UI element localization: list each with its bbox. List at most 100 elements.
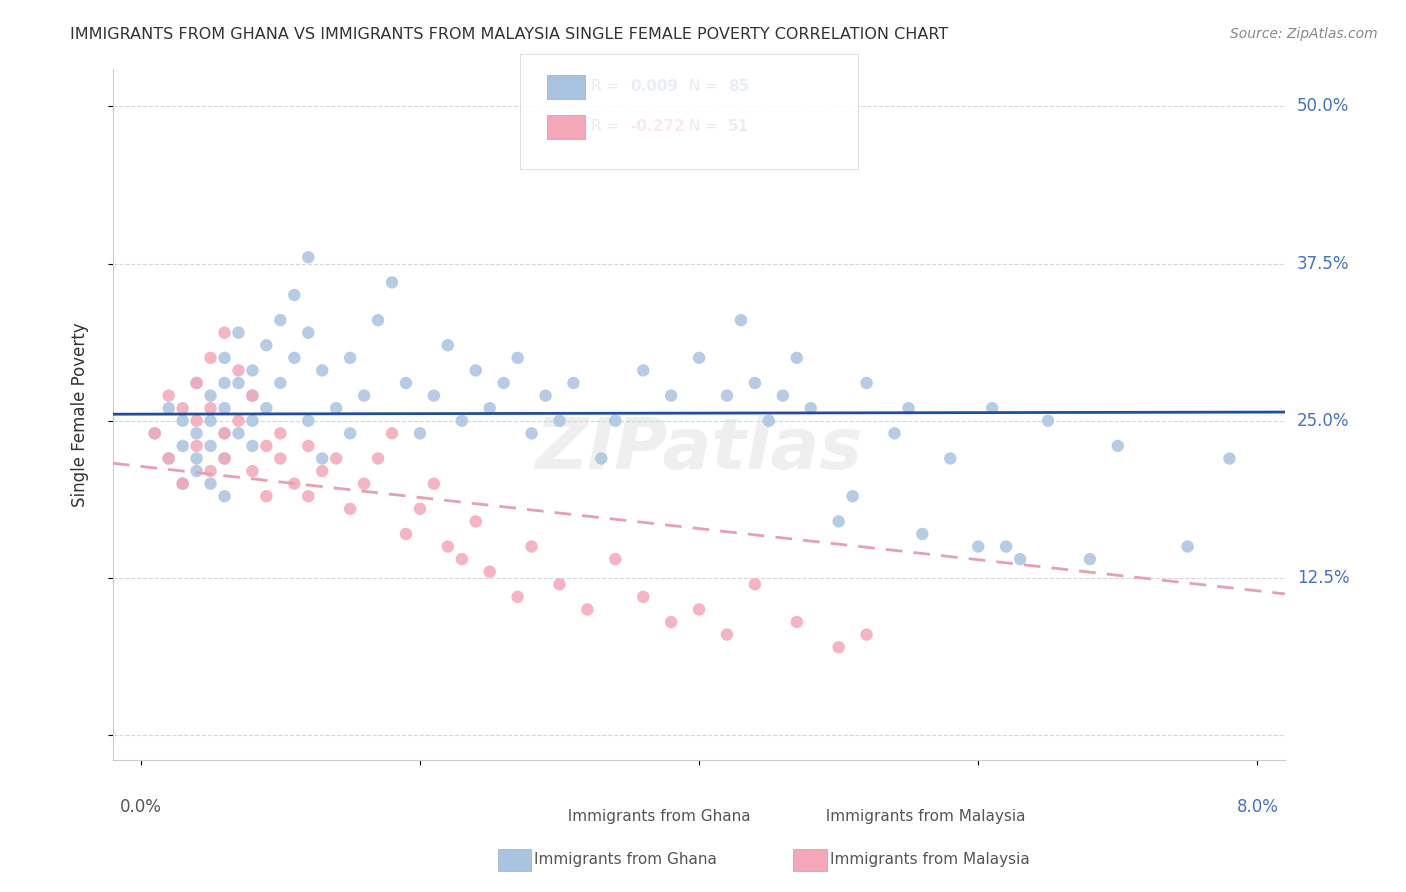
Point <box>772 388 794 402</box>
Point <box>339 426 361 441</box>
Point <box>353 476 375 491</box>
Point <box>409 501 432 516</box>
Point <box>186 451 208 466</box>
Point <box>1036 414 1059 428</box>
Text: R =: R = <box>591 79 624 94</box>
Point <box>242 388 264 402</box>
Point <box>214 351 236 365</box>
Point <box>367 451 389 466</box>
Point <box>423 388 446 402</box>
Point <box>186 376 208 390</box>
Point <box>157 451 180 466</box>
Text: 50.0%: 50.0% <box>1296 97 1350 115</box>
Point <box>311 464 333 478</box>
Point <box>786 615 808 629</box>
Point <box>339 351 361 365</box>
Point <box>548 577 571 591</box>
Point <box>254 489 277 503</box>
Point <box>214 489 236 503</box>
Text: N =: N = <box>689 79 723 94</box>
Point <box>172 476 194 491</box>
Point <box>562 376 585 390</box>
Point <box>1177 540 1199 554</box>
Point <box>200 414 222 428</box>
Point <box>506 351 529 365</box>
Point <box>186 426 208 441</box>
Text: IMMIGRANTS FROM GHANA VS IMMIGRANTS FROM MALAYSIA SINGLE FEMALE POVERTY CORRELAT: IMMIGRANTS FROM GHANA VS IMMIGRANTS FROM… <box>70 27 949 42</box>
Point <box>214 426 236 441</box>
Point <box>228 363 250 377</box>
Text: Immigrants from Malaysia: Immigrants from Malaysia <box>830 853 1029 867</box>
Point <box>172 476 194 491</box>
Point <box>911 527 934 541</box>
Point <box>325 451 347 466</box>
Point <box>492 376 515 390</box>
Point <box>897 401 920 416</box>
Point <box>311 363 333 377</box>
Point <box>605 414 627 428</box>
Point <box>228 376 250 390</box>
Point <box>200 388 222 402</box>
Point <box>172 439 194 453</box>
Point <box>200 351 222 365</box>
Point <box>367 313 389 327</box>
Point <box>520 540 543 554</box>
Point <box>200 464 222 478</box>
Point <box>339 501 361 516</box>
Text: 0.009: 0.009 <box>630 79 678 94</box>
Point <box>157 451 180 466</box>
Point <box>591 451 613 466</box>
Point <box>269 376 291 390</box>
Point <box>1107 439 1129 453</box>
Point <box>214 451 236 466</box>
Text: R =: R = <box>591 120 624 134</box>
Point <box>450 552 472 566</box>
Point <box>283 476 305 491</box>
Point <box>214 376 236 390</box>
Text: 8.0%: 8.0% <box>1236 798 1278 816</box>
Point <box>242 388 264 402</box>
Point <box>228 414 250 428</box>
Point <box>786 351 808 365</box>
Point <box>730 313 752 327</box>
Point <box>269 313 291 327</box>
Point <box>605 552 627 566</box>
Text: Immigrants from Malaysia: Immigrants from Malaysia <box>817 809 1026 824</box>
Point <box>325 401 347 416</box>
Point <box>478 565 501 579</box>
Text: Immigrants from Ghana: Immigrants from Ghana <box>558 809 751 824</box>
Text: -0.272: -0.272 <box>630 120 685 134</box>
Point <box>297 414 319 428</box>
Point <box>353 388 375 402</box>
Point <box>242 464 264 478</box>
Point <box>283 288 305 302</box>
Point <box>827 640 849 655</box>
Point <box>395 376 418 390</box>
Point <box>409 426 432 441</box>
Point <box>186 414 208 428</box>
Point <box>841 489 863 503</box>
Point <box>631 590 654 604</box>
Point <box>157 401 180 416</box>
Point <box>478 401 501 416</box>
Point <box>143 426 166 441</box>
Point <box>758 414 780 428</box>
Point <box>437 540 460 554</box>
Point <box>283 351 305 365</box>
Point <box>242 414 264 428</box>
Point <box>269 451 291 466</box>
Point <box>534 388 557 402</box>
Point <box>520 426 543 441</box>
Point <box>967 540 990 554</box>
Point <box>242 363 264 377</box>
Point <box>297 439 319 453</box>
Point <box>688 602 710 616</box>
Point <box>254 338 277 352</box>
Point <box>1078 552 1101 566</box>
Point <box>506 590 529 604</box>
Point <box>1218 451 1240 466</box>
Point <box>157 388 180 402</box>
Text: 25.0%: 25.0% <box>1296 412 1350 430</box>
Text: ZIPatlas: ZIPatlas <box>536 415 863 483</box>
Point <box>228 426 250 441</box>
